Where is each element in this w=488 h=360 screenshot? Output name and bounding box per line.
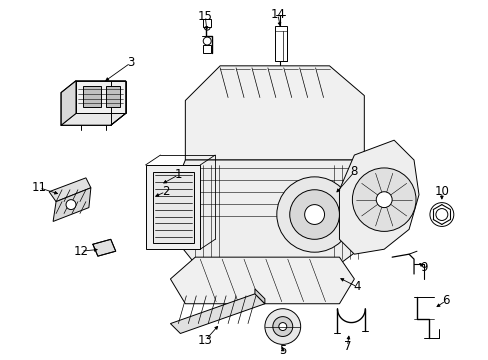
Bar [152, 172, 194, 243]
Text: 2: 2 [162, 185, 169, 198]
Polygon shape [76, 81, 125, 113]
Text: 3: 3 [127, 57, 134, 69]
Text: 13: 13 [197, 334, 212, 347]
Polygon shape [49, 178, 91, 202]
Polygon shape [254, 289, 264, 304]
Polygon shape [185, 66, 364, 160]
Circle shape [289, 190, 339, 239]
Circle shape [264, 309, 300, 345]
Bar [83, 86, 101, 108]
Text: 15: 15 [197, 10, 212, 23]
Text: 1: 1 [174, 168, 182, 181]
Bar [274, 26, 286, 61]
Text: 7: 7 [343, 340, 350, 353]
Polygon shape [93, 239, 116, 256]
Circle shape [435, 208, 447, 220]
Circle shape [352, 168, 415, 231]
Circle shape [276, 177, 352, 252]
Circle shape [204, 24, 210, 30]
Polygon shape [170, 294, 264, 333]
Text: 4: 4 [353, 280, 360, 293]
Bar [105, 86, 120, 108]
Circle shape [304, 204, 324, 224]
Polygon shape [53, 188, 91, 221]
Circle shape [66, 200, 76, 210]
Polygon shape [61, 81, 76, 125]
Bar [203, 45, 211, 53]
Bar [145, 165, 200, 249]
Text: 11: 11 [32, 181, 46, 194]
Circle shape [203, 37, 211, 45]
Text: 5: 5 [279, 344, 286, 357]
Circle shape [278, 323, 286, 330]
Text: 9: 9 [419, 261, 427, 274]
Text: 14: 14 [270, 8, 285, 21]
Text: 10: 10 [433, 185, 448, 198]
Polygon shape [61, 113, 125, 125]
Circle shape [429, 203, 453, 226]
Bar [203, 19, 211, 27]
Text: 6: 6 [441, 294, 448, 307]
Circle shape [375, 192, 391, 208]
Polygon shape [175, 160, 379, 264]
Polygon shape [339, 140, 418, 254]
Text: 8: 8 [350, 165, 357, 179]
Circle shape [272, 317, 292, 337]
Text: 12: 12 [73, 245, 88, 258]
Polygon shape [170, 257, 354, 304]
